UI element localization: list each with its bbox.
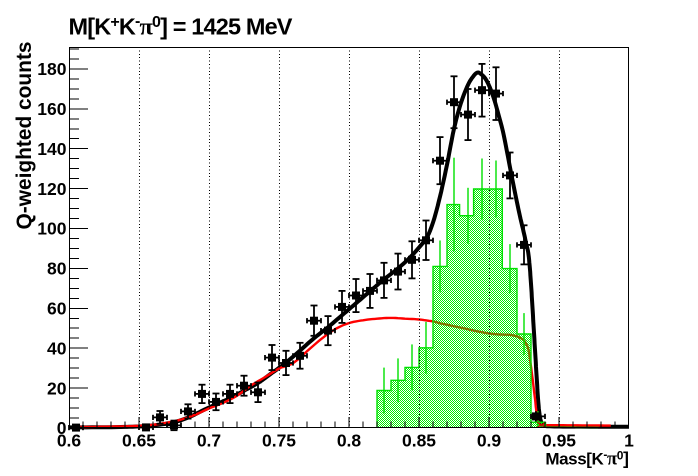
svg-text:0.9: 0.9 <box>477 431 502 451</box>
svg-text:100: 100 <box>37 219 66 239</box>
svg-text:1: 1 <box>624 431 634 451</box>
svg-text:M[K+K-π0] = 1425 MeV: M[K+K-π0] = 1425 MeV <box>69 13 293 41</box>
svg-text:Mass[K-π0]: Mass[K-π0] <box>545 448 628 470</box>
svg-text:0.8: 0.8 <box>337 431 362 451</box>
svg-text:180: 180 <box>37 59 66 79</box>
svg-text:0.85: 0.85 <box>402 431 436 451</box>
svg-text:120: 120 <box>37 179 66 199</box>
svg-text:Q-weighted counts: Q-weighted counts <box>13 41 36 229</box>
svg-text:0.75: 0.75 <box>262 431 296 451</box>
svg-text:0.7: 0.7 <box>197 431 221 451</box>
svg-text:0.95: 0.95 <box>542 431 576 451</box>
svg-text:160: 160 <box>37 99 66 119</box>
svg-text:0.65: 0.65 <box>122 431 156 451</box>
svg-text:20: 20 <box>47 378 67 398</box>
svg-text:60: 60 <box>47 299 67 319</box>
svg-text:40: 40 <box>47 338 67 358</box>
svg-text:0: 0 <box>57 418 67 438</box>
svg-text:140: 140 <box>37 139 66 159</box>
svg-text:0.6: 0.6 <box>57 431 82 451</box>
svg-text:80: 80 <box>47 259 67 279</box>
